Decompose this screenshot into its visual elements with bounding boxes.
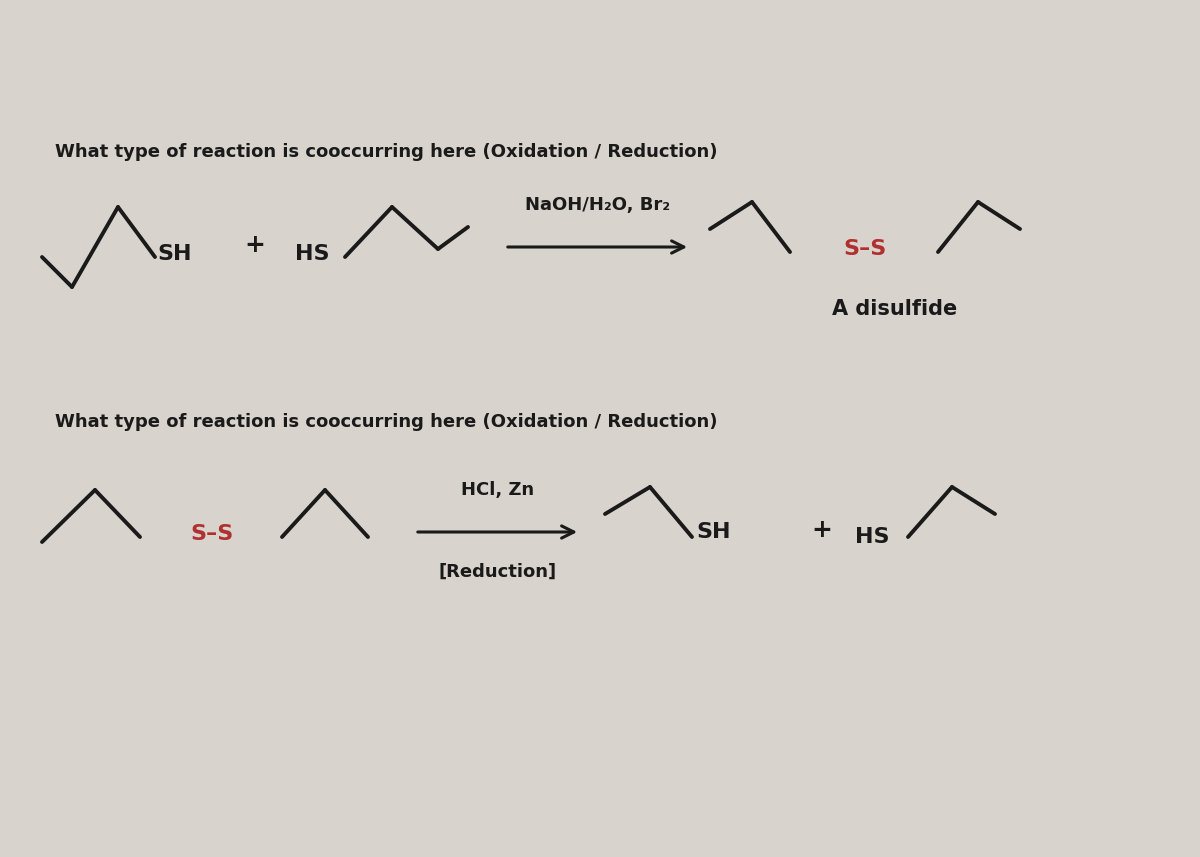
Text: [Reduction]: [Reduction]: [438, 563, 557, 581]
Text: +: +: [811, 518, 833, 542]
Text: S–S: S–S: [844, 239, 887, 259]
Text: HS: HS: [856, 527, 889, 547]
Text: What type of reaction is cooccurring here (Oxidation / Reduction): What type of reaction is cooccurring her…: [55, 143, 718, 161]
Text: S–S: S–S: [191, 524, 234, 544]
Text: SH: SH: [696, 522, 731, 542]
Text: NaOH/H₂O, Br₂: NaOH/H₂O, Br₂: [524, 196, 670, 214]
Text: What type of reaction is cooccurring here (Oxidation / Reduction): What type of reaction is cooccurring her…: [55, 413, 718, 431]
Text: HCl, Zn: HCl, Zn: [461, 481, 534, 499]
Text: A disulfide: A disulfide: [833, 299, 958, 319]
Text: SH: SH: [157, 244, 192, 264]
Text: HS: HS: [295, 244, 330, 264]
Text: +: +: [245, 233, 265, 257]
